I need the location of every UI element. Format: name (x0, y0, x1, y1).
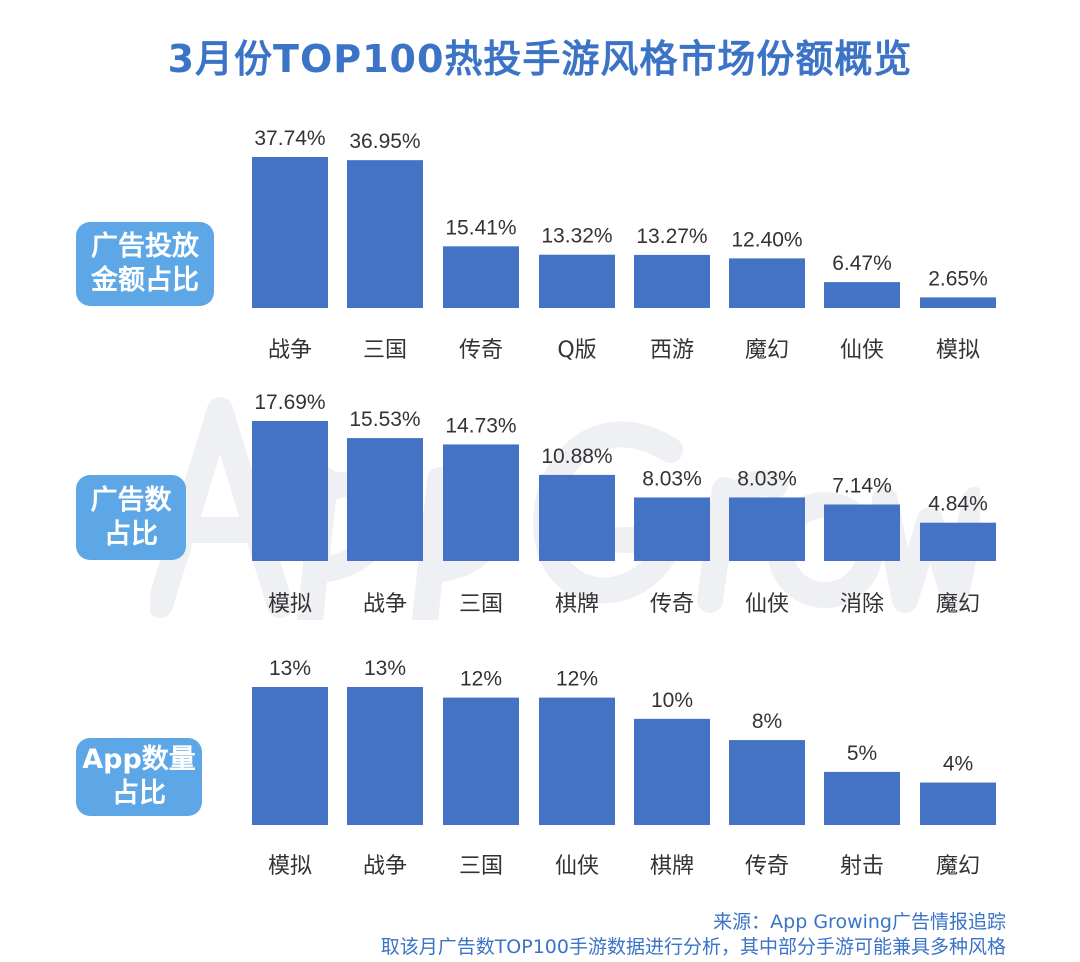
category-label: 战争 (363, 592, 407, 617)
bar (920, 782, 996, 825)
source-note: 来源：App Growing广告情报追踪 (713, 911, 1006, 933)
category-label: 模拟 (268, 854, 312, 879)
category-label: 仙侠 (840, 338, 884, 363)
panel-label-ads: 广告数 占比 (76, 475, 186, 560)
bar (729, 497, 805, 561)
value-label: 13% (269, 657, 311, 680)
bar (443, 444, 519, 561)
value-label: 37.74% (254, 127, 325, 150)
category-label: 仙侠 (745, 592, 789, 617)
value-label: 4.84% (928, 493, 988, 516)
category-label: 西游 (650, 338, 694, 363)
bar (824, 282, 900, 308)
value-label: 6.47% (832, 252, 892, 275)
value-label: 12.40% (731, 228, 802, 251)
value-label: 15.53% (349, 408, 420, 431)
category-label: 模拟 (936, 338, 980, 363)
value-label: 4% (943, 753, 973, 776)
bar (824, 771, 900, 825)
value-label: 13% (364, 657, 406, 680)
category-label: 战争 (268, 338, 312, 363)
bar (539, 474, 615, 561)
bar (539, 254, 615, 308)
category-label: 模拟 (268, 592, 312, 617)
bar (347, 160, 423, 308)
bar (634, 254, 710, 308)
category-label: 棋牌 (555, 592, 599, 617)
chart-title: 3月份TOP100热投手游风格市场份额概览 (167, 37, 913, 81)
category-label: 三国 (363, 338, 407, 363)
category-label: 魔幻 (936, 854, 980, 879)
bar (443, 697, 519, 825)
value-label: 10% (651, 689, 693, 712)
panel-label-apps: App数量 占比 (76, 738, 202, 816)
bar (729, 740, 805, 825)
category-label: 传奇 (650, 592, 694, 617)
category-label: 消除 (840, 592, 884, 617)
bar (824, 504, 900, 561)
value-label: 17.69% (254, 391, 325, 414)
category-label: Q版 (557, 338, 596, 363)
category-label: 魔幻 (936, 592, 980, 617)
category-label: 三国 (459, 592, 503, 617)
value-label: 13.27% (636, 225, 707, 248)
value-label: 7.14% (832, 474, 892, 497)
analysis-note: 取该月广告数TOP100手游数据进行分析，其中部分手游可能兼具多种风格 (380, 936, 1006, 958)
value-label: 12% (460, 668, 502, 691)
category-label: 传奇 (459, 338, 503, 363)
bar (252, 157, 328, 308)
bar (634, 718, 710, 825)
category-label: 传奇 (745, 854, 789, 879)
bar (920, 522, 996, 561)
value-label: 14.73% (445, 414, 516, 437)
bar (539, 697, 615, 825)
bar (252, 421, 328, 561)
bar (347, 438, 423, 561)
category-label: 仙侠 (555, 854, 599, 879)
value-label: 8.03% (642, 467, 702, 490)
value-label: 13.32% (541, 225, 612, 248)
category-label: 战争 (363, 854, 407, 879)
value-label: 8% (752, 710, 782, 733)
value-label: 8.03% (737, 467, 797, 490)
panel-label-spend: 广告投放 金额占比 (76, 222, 214, 306)
bar (920, 297, 996, 308)
bar (634, 497, 710, 561)
bar (729, 258, 805, 308)
value-label: 5% (847, 742, 877, 765)
category-label: 三国 (459, 854, 503, 879)
value-label: 12% (556, 668, 598, 691)
category-label: 射击 (840, 854, 884, 879)
bar (252, 687, 328, 825)
value-label: 36.95% (349, 130, 420, 153)
category-label: 棋牌 (650, 854, 694, 879)
value-label: 10.88% (541, 445, 612, 468)
bar (443, 246, 519, 308)
bar (347, 687, 423, 825)
category-label: 魔幻 (745, 338, 789, 363)
value-label: 15.41% (445, 216, 516, 239)
value-label: 2.65% (928, 267, 988, 290)
